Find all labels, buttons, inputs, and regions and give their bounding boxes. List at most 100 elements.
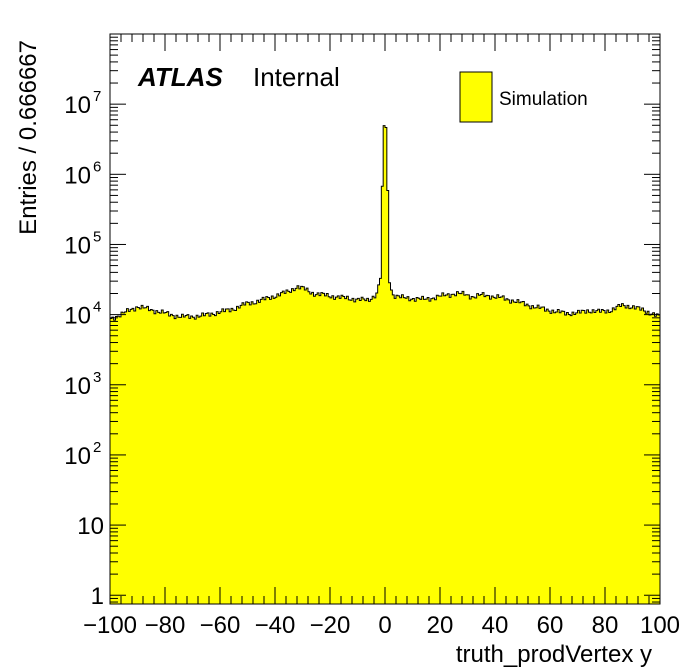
histogram-bar (489, 299, 492, 604)
histogram-bar (641, 307, 644, 604)
histogram-bar (451, 294, 454, 604)
histogram-bar (304, 289, 307, 604)
histogram-bar (293, 290, 296, 604)
histogram-bar (634, 308, 637, 604)
histogram-bar (342, 296, 346, 604)
histogram-bar (623, 305, 626, 604)
histogram-bar (302, 286, 305, 604)
histogram-bar (502, 295, 505, 604)
histogram-bar (201, 313, 204, 604)
histogram-bar (218, 313, 221, 604)
histogram-bar (610, 311, 613, 604)
y-tick-label-base: 10 (64, 303, 91, 330)
y-tick-label-exponent: 7 (93, 88, 101, 105)
x-tick-label: −80 (145, 612, 186, 639)
histogram-bar (485, 295, 489, 604)
histogram-bar (462, 291, 465, 604)
x-tick-label: 60 (537, 612, 564, 639)
histogram-bar (515, 302, 518, 604)
histogram-bar (361, 297, 364, 604)
histogram-bar (583, 310, 586, 604)
histogram-bar (511, 300, 514, 604)
histogram-bar (381, 186, 384, 604)
histogram-bar (143, 307, 146, 604)
histogram-bar (449, 297, 452, 604)
histogram-bar (465, 294, 468, 604)
histogram-bar (216, 311, 219, 604)
histogram-bar (121, 312, 124, 604)
histogram-bar (179, 317, 182, 604)
histogram-bar (130, 309, 133, 604)
histogram-bar (577, 310, 580, 604)
histogram-bar (337, 295, 340, 604)
histogram-bar (240, 305, 243, 604)
histogram-bar (546, 309, 549, 604)
y-tick-label-base: 10 (64, 373, 91, 400)
histogram-bar (276, 293, 280, 604)
histogram-bar (654, 316, 657, 604)
histogram-bar (500, 296, 503, 604)
histogram-bar (524, 305, 527, 604)
histogram-bar (396, 295, 399, 604)
histogram-bar (430, 298, 434, 604)
histogram-bar (295, 288, 298, 604)
histogram-bar (504, 300, 507, 604)
histogram-bar (568, 314, 571, 604)
histogram-bar (313, 296, 316, 604)
histogram-bar (517, 299, 520, 604)
histogram-bar (649, 315, 652, 604)
histogram-bar (586, 309, 589, 604)
histogram-bar (267, 297, 270, 604)
histogram-bar (537, 305, 540, 604)
histogram-bar (177, 317, 181, 604)
histogram-bar (264, 299, 267, 604)
histogram-bar (231, 308, 234, 604)
histogram-bar (331, 295, 335, 604)
histogram-bar (572, 312, 575, 604)
histogram-bar (333, 299, 336, 604)
histogram-bar (249, 304, 252, 604)
histogram-bar (291, 288, 294, 604)
histogram-bar (447, 293, 450, 604)
y-tick-label-base: 10 (64, 443, 91, 470)
histogram-bar (359, 300, 362, 604)
histogram-bar (176, 315, 179, 604)
histogram-bar (320, 292, 324, 604)
histogram-bar (139, 308, 142, 604)
histogram-bar (353, 301, 357, 604)
histogram-bar (513, 302, 516, 604)
histogram-bar (300, 286, 303, 604)
histogram-bar (423, 299, 426, 604)
histogram-bar (412, 298, 415, 604)
histogram-bar (289, 292, 292, 604)
histogram-bar (190, 316, 193, 604)
histogram-bar (507, 299, 511, 604)
histogram-bar (588, 312, 591, 604)
histogram-bar (269, 299, 272, 604)
histogram-bar (205, 313, 208, 604)
histogram-bar (232, 310, 236, 604)
histogram-bar (220, 311, 223, 604)
y-tick-label: 10 3 (64, 369, 101, 400)
y-tick-label-base: 10 (64, 92, 91, 119)
histogram-bar (627, 305, 630, 604)
histogram-bar (168, 315, 171, 604)
x-tick-labels: −100 −80 −60 −40 −20 0 20 40 60 80 100 (83, 612, 680, 639)
histogram-bar (258, 302, 261, 604)
histogram-bar (390, 289, 393, 604)
histogram-bar (658, 314, 661, 604)
histogram-bar (438, 296, 441, 604)
y-tick-label: 10 4 (64, 299, 101, 330)
histogram-bar (154, 313, 157, 604)
y-tick-label-exponent: 6 (93, 158, 101, 175)
histogram-bar (132, 308, 135, 604)
histogram-bar (573, 314, 577, 604)
x-tick-label: −40 (255, 612, 296, 639)
histogram-bar (308, 291, 311, 604)
histogram-bar (133, 311, 137, 604)
histogram-bar (540, 307, 544, 604)
histogram-bar (388, 282, 391, 604)
histogram-bar (458, 293, 461, 604)
histogram-bar (319, 295, 322, 604)
